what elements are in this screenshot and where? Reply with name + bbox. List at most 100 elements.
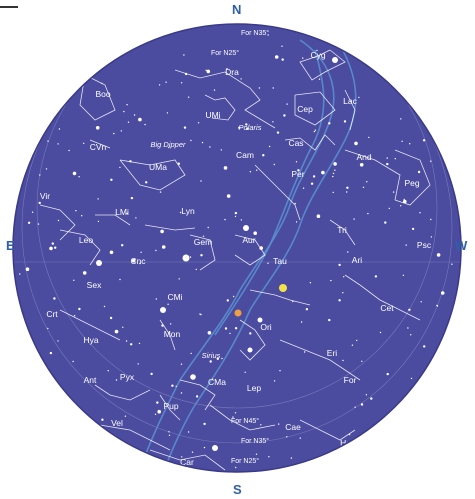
star — [189, 256, 192, 258]
star — [124, 415, 127, 417]
constellation-label-hya: Hya — [83, 335, 98, 345]
star — [179, 211, 182, 214]
star — [430, 236, 433, 238]
star — [197, 122, 200, 124]
constellation-label-cvn: CVn — [90, 142, 107, 152]
star — [366, 181, 368, 183]
star — [358, 96, 360, 99]
star — [276, 131, 280, 134]
star — [394, 158, 396, 160]
star — [224, 327, 228, 330]
star — [299, 437, 301, 439]
constellation-line — [344, 149, 401, 201]
star-name-polaris: Polaris — [239, 123, 262, 132]
star — [359, 163, 364, 167]
star — [122, 326, 124, 328]
star — [342, 359, 344, 362]
constellation-label-and: And — [356, 152, 371, 162]
star — [224, 218, 226, 221]
constellation-line — [89, 139, 111, 149]
star — [170, 323, 172, 325]
star — [51, 242, 54, 245]
star — [180, 363, 183, 365]
star — [19, 273, 21, 275]
star — [190, 139, 192, 142]
star — [268, 145, 271, 148]
star — [440, 291, 445, 295]
star — [209, 146, 211, 148]
star — [72, 171, 77, 176]
star — [101, 82, 103, 85]
constellation-label-peg: Peg — [404, 178, 419, 188]
star — [313, 130, 316, 133]
star — [157, 409, 161, 414]
star — [168, 146, 170, 149]
star — [309, 282, 312, 284]
star — [386, 162, 389, 166]
star — [119, 278, 121, 281]
constellation-line — [95, 214, 131, 226]
star — [113, 132, 115, 135]
star — [290, 457, 293, 459]
constellation-line — [329, 219, 356, 246]
star — [314, 129, 317, 131]
constellation-label-sex: Sex — [87, 280, 102, 290]
star — [195, 268, 197, 271]
star — [279, 370, 281, 372]
star — [338, 263, 341, 267]
star — [245, 123, 248, 126]
star — [246, 127, 249, 130]
constellation-label-cet: Cet — [380, 303, 394, 313]
constellation-label-pup: Pup — [163, 401, 178, 411]
planet-orange — [234, 309, 242, 317]
star — [129, 160, 132, 163]
star — [392, 191, 395, 193]
star — [283, 114, 286, 117]
star — [25, 267, 30, 272]
star — [161, 245, 166, 249]
star — [303, 351, 306, 353]
star — [202, 235, 205, 237]
star — [133, 114, 136, 116]
constellation-label-cas: Cas — [288, 138, 303, 148]
star — [278, 423, 280, 425]
constellation-label-tau: Tau — [273, 256, 287, 266]
star — [316, 214, 321, 218]
constellation-label-vel: Vel — [111, 418, 123, 428]
star — [109, 250, 114, 255]
star — [258, 87, 261, 89]
constellation-line — [159, 394, 181, 421]
star — [78, 307, 81, 311]
star — [78, 176, 80, 178]
bright-star — [160, 307, 166, 313]
latitude-label-top: For N35° — [241, 29, 269, 37]
star — [49, 351, 53, 355]
star — [234, 211, 238, 215]
star — [38, 201, 41, 205]
star — [73, 279, 75, 281]
star — [178, 278, 180, 280]
star — [310, 182, 314, 185]
star — [49, 246, 53, 251]
star — [203, 422, 206, 426]
latitude-arc — [36, 24, 438, 409]
star — [273, 163, 275, 166]
star — [200, 180, 202, 182]
star — [348, 433, 351, 436]
star — [167, 303, 169, 305]
star — [120, 130, 123, 132]
constellation-line — [94, 384, 151, 401]
star-name-big-dipper: Big Dipper — [150, 140, 186, 149]
star — [343, 120, 347, 123]
sky-disc — [13, 24, 461, 472]
star — [292, 300, 294, 303]
constellation-label-cae: Cae — [285, 422, 301, 432]
star — [145, 181, 148, 184]
star — [81, 215, 83, 217]
star — [281, 45, 283, 47]
star — [191, 451, 194, 453]
star — [268, 456, 270, 458]
star — [321, 170, 325, 175]
star — [229, 332, 231, 335]
star — [272, 87, 274, 89]
